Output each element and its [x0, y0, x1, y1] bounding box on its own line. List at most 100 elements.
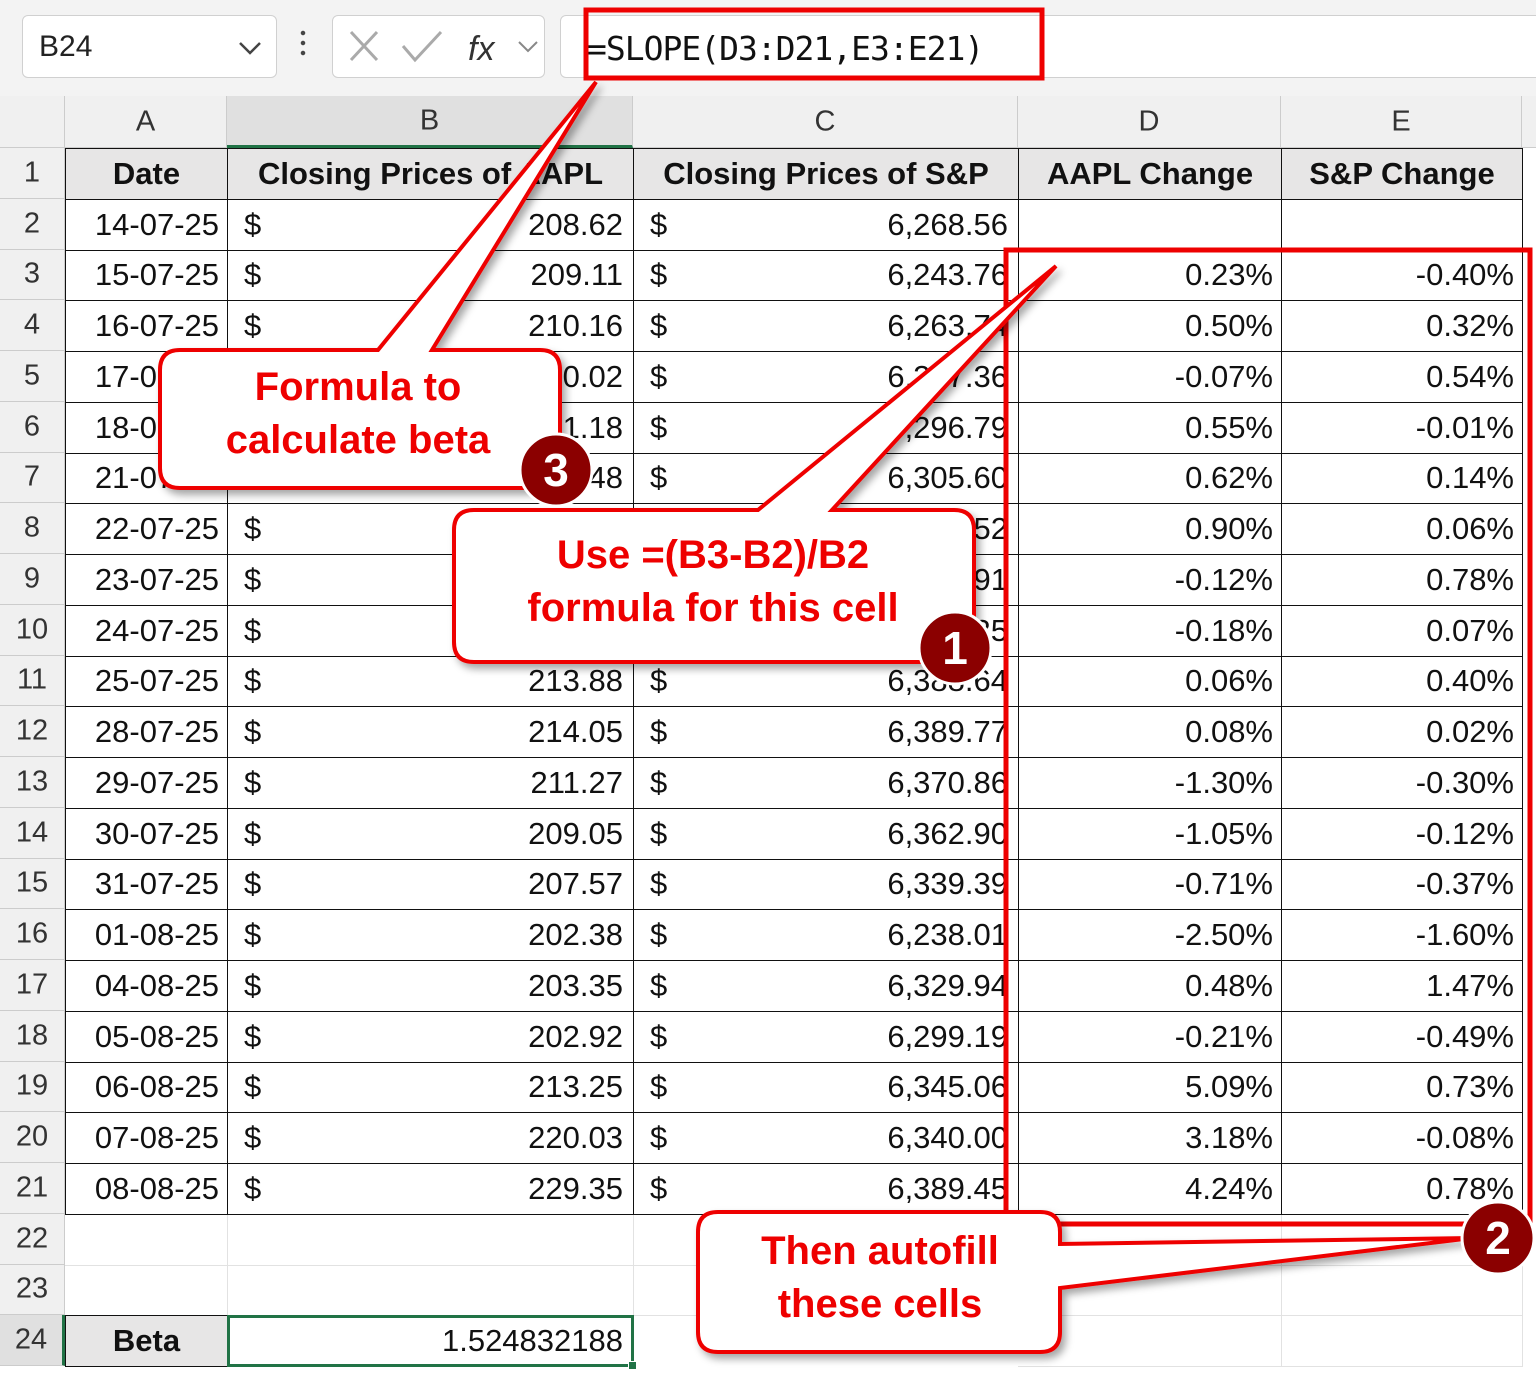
- percent-change: 4.24%: [1185, 1170, 1273, 1206]
- price: 202.38: [528, 917, 623, 953]
- row-header: 16: [0, 909, 65, 960]
- price: 6,362.90: [887, 815, 1008, 851]
- row-number: 13: [15, 765, 49, 798]
- percent-change: -1.30%: [1174, 764, 1273, 800]
- row-header: 1: [0, 148, 65, 199]
- row-header: 19: [0, 1061, 65, 1113]
- date: 21-07-25: [94, 460, 219, 496]
- price: 209.05: [528, 815, 623, 851]
- percent-change: 0.40%: [1426, 663, 1514, 699]
- cell: 0.50%: [1018, 300, 1282, 352]
- cell: $6,388.64: [633, 655, 1019, 708]
- cell: 0.08%: [1018, 706, 1282, 758]
- percent-change: -0.12%: [1415, 815, 1514, 851]
- row-number: 5: [23, 359, 41, 392]
- formula-input[interactable]: =SLOPE(D3:D21,E3:E21): [560, 15, 1536, 78]
- date: 16-07-25: [94, 308, 219, 344]
- date: 08-08-25: [94, 1170, 219, 1206]
- cell: $202.92: [227, 1010, 634, 1063]
- price: 214.40: [528, 511, 623, 547]
- cell: [1018, 1264, 1282, 1317]
- cell: 0.78%: [1281, 1163, 1523, 1215]
- date: 01-08-25: [94, 917, 219, 953]
- cell: -0.07%: [1018, 351, 1282, 403]
- cell: 17-07-25: [65, 351, 228, 403]
- currency: $: [244, 866, 262, 902]
- cell: $6,389.77: [633, 706, 1019, 758]
- price: 6,340.00: [887, 1120, 1008, 1156]
- header-text: AAPL Change: [1046, 155, 1254, 191]
- cell: $220.03: [227, 1112, 634, 1164]
- cell: $202.38: [227, 909, 634, 961]
- cell: $6,329.94: [633, 960, 1019, 1012]
- date: 07-08-25: [94, 1120, 219, 1156]
- cell: 0.78%: [1281, 554, 1523, 606]
- price: 212.48: [528, 460, 623, 496]
- row-header: 7: [0, 452, 65, 504]
- cell: $211.18: [227, 401, 634, 454]
- column-letter: C: [814, 105, 836, 137]
- currency: $: [244, 308, 262, 344]
- currency: $: [650, 308, 668, 344]
- currency: $: [244, 917, 262, 953]
- cell: -0.71%: [1018, 858, 1282, 911]
- column-letter: D: [1138, 105, 1160, 137]
- cell: 31-07-25: [65, 858, 228, 911]
- cell: 0.90%: [1018, 503, 1282, 555]
- currency: $: [244, 1120, 262, 1156]
- header-text: Closing Prices of AAPL: [257, 155, 604, 191]
- cell: $6,339.39: [633, 858, 1019, 911]
- cell: [1281, 1315, 1523, 1367]
- percent-change: -0.07%: [1174, 358, 1273, 394]
- cell: -0.18%: [1018, 604, 1282, 657]
- formula-text: =SLOPE(D3:D21,E3:E21): [587, 29, 984, 68]
- more-icon[interactable]: [300, 28, 306, 58]
- cell: $6,296.79: [633, 401, 1019, 454]
- formula-icons: fx: [349, 30, 538, 68]
- cell: $209.05: [227, 807, 634, 860]
- cell: -0.30%: [1281, 757, 1523, 809]
- currency: $: [650, 206, 668, 242]
- price: 6,363.35: [887, 612, 1008, 648]
- percent-change: -0.71%: [1174, 866, 1273, 902]
- percent-change: 0.73%: [1426, 1069, 1514, 1105]
- currency: $: [244, 1170, 262, 1206]
- currency: $: [650, 815, 668, 851]
- cell: 3.18%: [1018, 1112, 1282, 1164]
- percent-change: 1.47%: [1426, 967, 1514, 1003]
- row-number: 17: [15, 968, 49, 1001]
- row-number: 7: [23, 460, 41, 493]
- cell: 1.524832188: [227, 1315, 634, 1367]
- cell: [227, 1264, 634, 1317]
- row-header: 3: [0, 249, 65, 301]
- cell: -0.37%: [1281, 858, 1523, 911]
- name-box[interactable]: B24: [22, 15, 277, 78]
- dropdown-icon: [239, 42, 261, 55]
- cell: $213.76: [227, 604, 634, 657]
- currency: $: [650, 409, 668, 445]
- corner: [0, 96, 65, 148]
- cell: [1018, 1315, 1282, 1367]
- percent-change: -0.01%: [1415, 409, 1514, 445]
- price: 209.11: [530, 257, 623, 293]
- price: 6,296.79: [887, 409, 1008, 445]
- row-number: 8: [23, 511, 41, 544]
- percent-change: 0.07%: [1426, 612, 1514, 648]
- cell: Date: [65, 148, 228, 200]
- cell: 01-08-25: [65, 909, 228, 961]
- price: 210.02: [528, 358, 623, 394]
- date: 25-07-25: [94, 663, 219, 699]
- cell: 23-07-25: [65, 554, 228, 606]
- row-header: 10: [0, 604, 65, 656]
- percent-change: -2.50%: [1174, 917, 1273, 953]
- percent-change: 0.48%: [1185, 967, 1273, 1003]
- price: 220.03: [528, 1120, 623, 1156]
- row-header: 20: [0, 1112, 65, 1163]
- row-header: 4: [0, 300, 65, 351]
- currency: $: [244, 206, 262, 242]
- currency: $: [650, 358, 668, 394]
- percent-change: 0.55%: [1185, 409, 1273, 445]
- cell: $203.35: [227, 960, 634, 1012]
- header-text: Date: [112, 155, 181, 191]
